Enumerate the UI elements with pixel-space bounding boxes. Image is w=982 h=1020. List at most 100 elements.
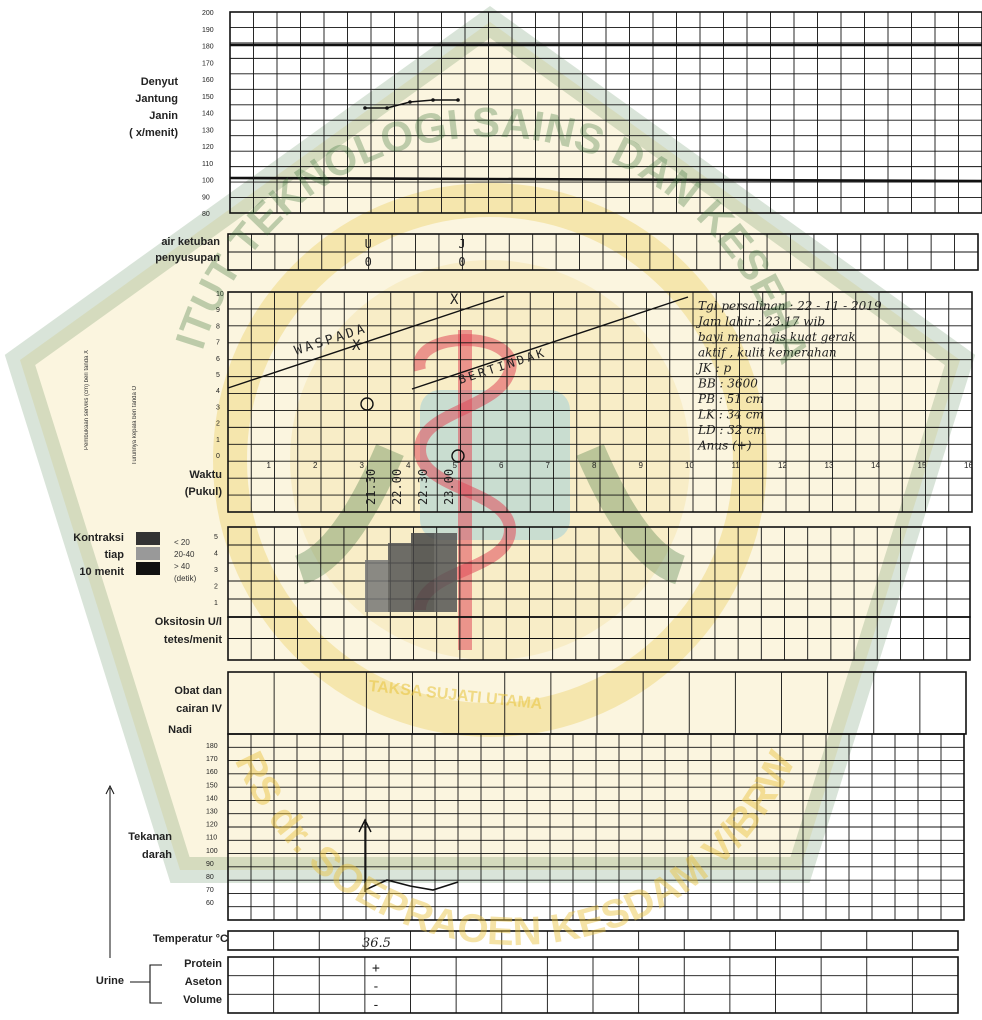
bp-label: Tekanan darah	[100, 828, 172, 864]
birth-note-line: LK : 34 cm	[697, 408, 764, 422]
hour-number: 13	[825, 461, 834, 470]
cervix-dilation-mark: X	[352, 338, 361, 354]
drugs-label: Obat dan cairan IV	[100, 682, 222, 718]
hour-number: 16	[964, 461, 973, 470]
contraction-scale-tick: 2	[214, 584, 218, 591]
cervix-scale-tick: 2	[216, 421, 220, 428]
cervix-scale-tick: 3	[216, 404, 220, 411]
pulse-scale-tick: 170	[206, 756, 218, 763]
hour-number: 1	[267, 461, 272, 470]
amniotic-ketuban-mark: J	[458, 237, 465, 251]
pulse-scale-tick: 160	[206, 769, 218, 776]
fhr-scale-tick: 90	[202, 194, 210, 201]
fhr-point	[408, 100, 412, 104]
contraction-scale-tick: 1	[214, 600, 218, 607]
urine-rows: Protein Aseton Volume	[140, 955, 222, 1009]
contraction-scale-tick: 5	[214, 534, 218, 541]
time-entry: 22.00	[390, 469, 404, 505]
fhr-scale-tick: 110	[202, 161, 213, 168]
hour-number: 11	[732, 461, 741, 470]
pulse-label: Nadi	[130, 722, 192, 739]
pulse-scale-tick: 110	[206, 835, 217, 842]
hour-number: 4	[406, 461, 411, 470]
fhr-scale-tick: 180	[202, 44, 214, 51]
pulse-scale-tick: 100	[206, 848, 218, 855]
birth-note-line: PB : 51 cm	[697, 392, 764, 406]
time-label: Waktu (Pukul)	[150, 467, 222, 501]
fhr-point	[385, 106, 389, 110]
urine-grid	[228, 957, 958, 1013]
urine-value: -	[372, 980, 380, 995]
fhr-scale-tick: 170	[202, 60, 214, 67]
birth-note-line: LD : 32 cm	[697, 423, 764, 437]
cervix-scale-tick: 7	[216, 340, 220, 347]
legend-box-medium	[136, 547, 160, 560]
birth-note-line: JK : p	[695, 361, 731, 375]
legend-box-short	[136, 532, 160, 545]
hour-number: 12	[778, 461, 787, 470]
fhr-point	[431, 98, 435, 102]
contraction-scale-tick: 4	[214, 551, 218, 558]
hour-number: 14	[871, 461, 880, 470]
time-entry: 21.30	[364, 469, 378, 505]
pulse-scale-tick: 180	[206, 743, 218, 750]
fhr-scale-tick: 80	[202, 211, 210, 218]
legend-box-long	[136, 562, 160, 575]
pulse-scale-tick: 80	[206, 874, 214, 881]
fhr-point	[363, 106, 367, 110]
fhr-scale-tick: 130	[202, 127, 214, 134]
cervix-scale-tick: 4	[216, 388, 220, 395]
fhr-scale-tick: 100	[202, 178, 214, 185]
contraction-scale-tick: 3	[214, 567, 218, 574]
head-descent-side-label: Turunnya kepala beri tanda O	[132, 385, 146, 465]
birth-note-line: Anus (+)	[697, 439, 752, 453]
oxytocin-label: Oksitosin U/l tetes/menit	[100, 613, 222, 649]
pulse-scale-tick: 150	[206, 782, 218, 789]
time-entry: 22.30	[416, 469, 430, 505]
hour-number: 2	[313, 461, 318, 470]
amniotic-label: air ketuban penyusupan	[100, 234, 220, 266]
cervix-scale-tick: 5	[216, 372, 220, 379]
hour-number: 15	[918, 461, 927, 470]
pulse-scale-tick: 90	[206, 861, 214, 868]
contraction-legend: < 20 20-40 > 40 (detik)	[174, 537, 196, 585]
amniotic-penyusupan-mark: 0	[458, 255, 465, 269]
fhr-scale-tick: 120	[202, 144, 214, 151]
cervix-scale-tick: 6	[216, 356, 220, 363]
pulse-scale-tick: 60	[206, 900, 214, 907]
amniotic-ketuban-mark: U	[365, 237, 372, 251]
urine-label: Urine	[80, 973, 124, 990]
fhr-scale-tick: 160	[202, 77, 214, 84]
hour-number: 8	[592, 461, 597, 470]
fhr-scale-tick: 140	[202, 111, 214, 118]
cervix-dilation-mark: X	[450, 292, 459, 308]
hour-number: 3	[360, 461, 365, 470]
fhr-scale-tick: 200	[202, 10, 214, 17]
hour-number: 6	[499, 461, 504, 470]
watermark-logo	[20, 22, 960, 870]
urine-value: -	[372, 998, 380, 1013]
temperature-label: Temperatur °C	[100, 931, 228, 948]
amniotic-penyusupan-mark: 0	[365, 255, 372, 269]
cervix-side-label: Pembukaan serviks (cm) beri tanda X	[84, 290, 94, 450]
fhr-scale-tick: 150	[202, 94, 214, 101]
hour-number: 7	[546, 461, 551, 470]
contraction-bar	[434, 533, 457, 612]
cervix-scale-tick: 1	[216, 437, 220, 444]
pulse-scale-tick: 120	[206, 822, 218, 829]
cervix-scale-tick: 0	[216, 453, 220, 460]
temperature-value: 36.5	[362, 936, 391, 951]
birth-note-line: BB : 3600	[697, 377, 758, 391]
contraction-bar	[365, 560, 388, 612]
time-entry: 23.00	[442, 469, 456, 505]
contraction-bar	[411, 533, 434, 612]
fhr-label: Denyut Jantung Janin ( x/menit)	[60, 74, 178, 142]
pulse-scale-tick: 70	[206, 887, 214, 894]
pulse-scale-tick: 130	[206, 809, 218, 816]
fhr-scale-tick: 190	[202, 27, 214, 34]
contraction-label: Kontraksi tiap 10 menit	[36, 530, 124, 581]
hour-number: 9	[639, 461, 644, 470]
contraction-bar	[388, 543, 411, 612]
pulse-scale-tick: 140	[206, 795, 218, 802]
